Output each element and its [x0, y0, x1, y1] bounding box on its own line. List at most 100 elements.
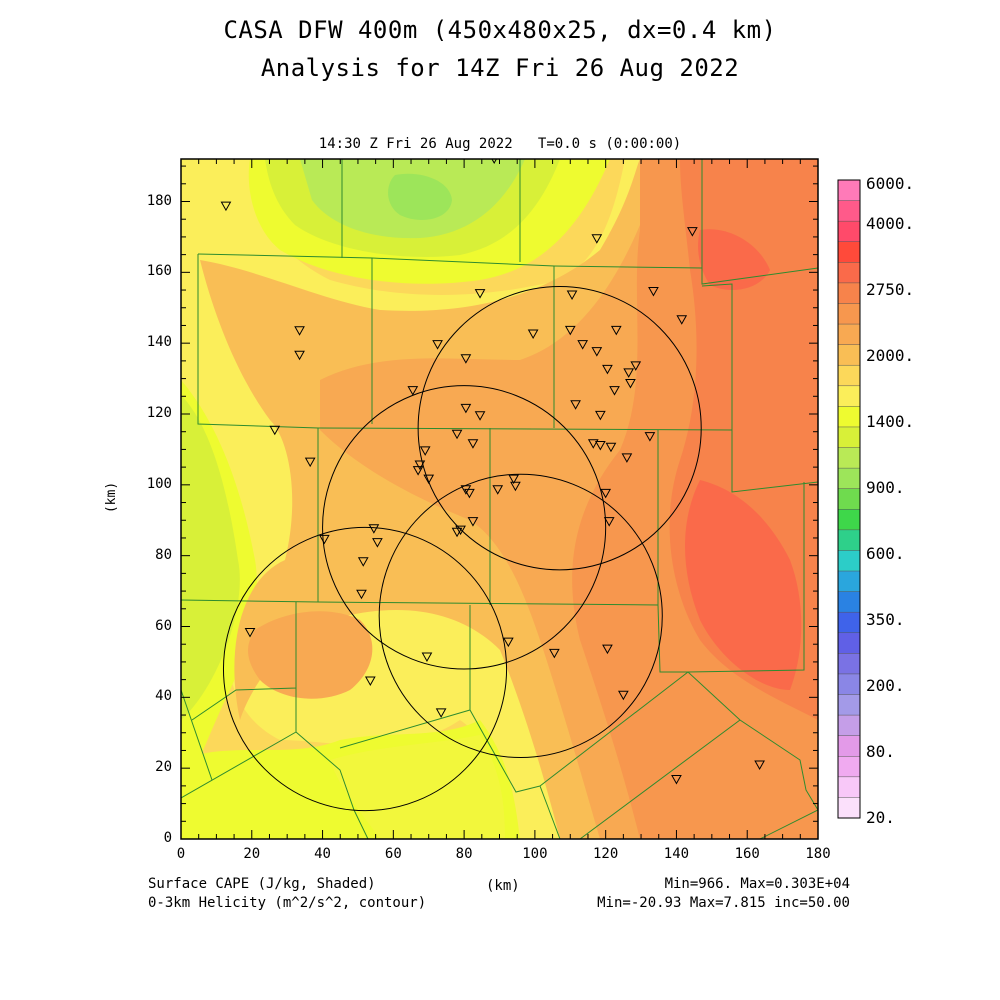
color-bar-cell — [838, 468, 860, 490]
color-bar-cell — [838, 488, 860, 510]
station-marker — [671, 775, 682, 785]
station-marker — [687, 227, 698, 237]
color-bar-cell — [838, 262, 860, 284]
color-bar-cell — [838, 550, 860, 572]
station-marker — [676, 315, 688, 325]
county-line — [317, 482, 805, 673]
y-tick-label: 0 — [163, 830, 172, 846]
x-tick-label: 160 — [734, 846, 760, 862]
color-bar-cell — [838, 529, 860, 551]
x-tick-label: 0 — [176, 846, 186, 862]
station-marker — [564, 325, 576, 336]
station-marker — [591, 347, 603, 357]
x-tick-label: 40 — [314, 846, 331, 862]
footer-shaded-field: Surface CAPE (J/kg, Shaded) — [148, 876, 376, 892]
y-tick-label: 120 — [146, 405, 172, 421]
station-marker — [492, 485, 504, 495]
legend-label-4000: 4000. — [866, 214, 915, 233]
station-marker — [318, 534, 330, 545]
station-marker — [294, 350, 305, 361]
station-marker — [595, 410, 606, 421]
y-tick-label: 60 — [155, 617, 172, 634]
station-marker — [595, 441, 606, 451]
station-marker — [356, 589, 367, 600]
y-tick-label: 160 — [146, 263, 172, 280]
cape-band-900-north — [388, 173, 452, 220]
cape-field — [181, 159, 818, 839]
color-bar-cell — [838, 797, 860, 819]
station-marker — [357, 557, 369, 567]
x-tick-label: 140 — [663, 846, 690, 862]
observation-stations — [220, 159, 765, 785]
map-title: CASA DFW 400m (450x480x25, dx=0.4 km) — [223, 16, 777, 44]
color-bar-cell — [838, 756, 860, 778]
county-line — [759, 809, 818, 839]
legend-label-1400: 1400. — [866, 412, 915, 431]
station-marker — [644, 432, 656, 442]
color-bar-cell — [838, 241, 860, 263]
color-bar-cell — [838, 447, 860, 469]
y-tick-label: 20 — [155, 759, 172, 776]
county-line — [579, 719, 741, 839]
station-marker — [467, 439, 479, 449]
legend-label-600: 600. — [866, 544, 905, 563]
station-marker — [570, 400, 581, 410]
station-marker — [412, 466, 424, 476]
station-marker — [460, 354, 472, 364]
color-bar-frame — [837, 179, 861, 819]
map-analysis-time: Analysis for 14Z Fri 26 Aug 2022 — [260, 54, 740, 82]
station-marker — [587, 439, 599, 449]
station-marker — [600, 488, 612, 499]
y-tick-label: 180 — [146, 192, 172, 209]
station-marker — [421, 652, 433, 662]
footer-contour-minmax: Min=-20.93 Max=7.815 inc=50.00 — [597, 895, 850, 911]
county-line — [339, 709, 541, 793]
legend-label-350: 350. — [866, 610, 905, 629]
station-marker — [460, 403, 472, 414]
y-tick-label: 40 — [155, 688, 172, 705]
county-line — [181, 689, 213, 781]
color-bar-cell — [838, 180, 860, 201]
station-marker — [368, 524, 380, 534]
legend-label-2000: 2000. — [866, 346, 915, 365]
station-marker — [414, 460, 426, 471]
color-bar-cell — [838, 735, 860, 757]
station-marker — [455, 525, 466, 536]
station-marker — [432, 340, 443, 350]
station-marker — [474, 411, 486, 421]
footer-contour-field: 0-3km Helicity (m^2/s^2, contour) — [148, 895, 427, 911]
legend-label-200: 200. — [866, 676, 905, 695]
station-marker — [435, 708, 447, 718]
legend-label-900: 900. — [866, 478, 905, 497]
axis-ticks — [180, 159, 819, 840]
cape-band-1200 — [181, 395, 240, 720]
legend-label-6000: 6000. — [866, 174, 915, 193]
y-tick-label: 140 — [146, 334, 172, 351]
station-marker — [609, 386, 620, 396]
x-tick-label: 20 — [243, 846, 261, 862]
county-line — [191, 602, 297, 721]
cape-band-3000-north — [698, 229, 770, 290]
station-marker — [464, 488, 475, 499]
station-marker — [621, 453, 633, 463]
station-marker — [527, 329, 539, 339]
station-marker — [407, 386, 419, 396]
county-line — [701, 283, 733, 430]
station-marker — [591, 234, 603, 244]
station-marker — [304, 457, 316, 468]
station-marker — [548, 648, 560, 659]
county-line — [539, 671, 818, 811]
footer-shaded-minmax: Min=966. Max=0.303E+04 — [664, 876, 850, 892]
station-marker — [648, 286, 659, 297]
color-bar-cell — [838, 282, 860, 304]
color-bar-cell — [838, 426, 860, 448]
radar-range-ring — [322, 385, 607, 670]
legend-label-80: 80. — [866, 742, 895, 761]
station-marker — [625, 379, 636, 389]
color-bar-cell — [838, 385, 860, 407]
station-marker — [630, 361, 642, 371]
radar-range-ring — [417, 286, 702, 571]
station-marker — [451, 429, 463, 440]
y-tick-label: 100 — [146, 475, 172, 492]
